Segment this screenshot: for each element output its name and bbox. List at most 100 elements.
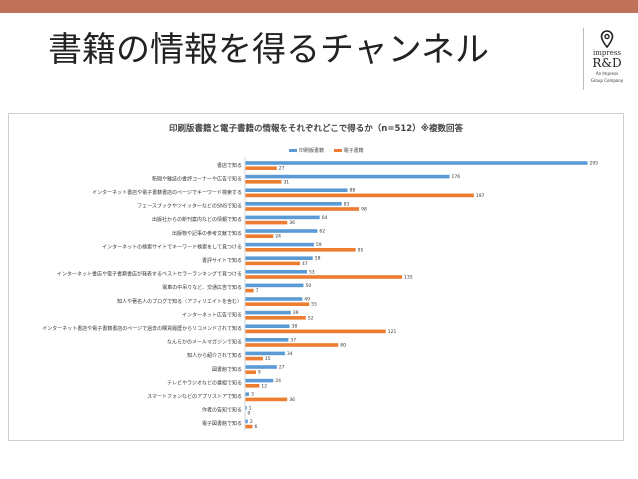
category-label: 書評サイトで知る <box>202 257 242 264</box>
data-label-ebook: 98 <box>361 207 367 213</box>
category-label: インターネット書店や電子書籍書店のページでキーワード検索する <box>92 189 242 196</box>
bar-ebook <box>245 220 288 225</box>
bar-ebook <box>245 384 260 388</box>
data-label-ebook: 31 <box>283 179 289 185</box>
bar-ebook <box>245 261 300 266</box>
bar-print <box>245 188 348 192</box>
data-label-print: 39 <box>293 310 299 316</box>
data-label-ebook: 95 <box>358 247 364 253</box>
top-accent-bar <box>0 0 638 13</box>
bar-ebook <box>245 207 360 211</box>
data-label-print: 53 <box>309 269 315 275</box>
bar-ebook <box>245 424 253 429</box>
bar-print <box>245 365 277 369</box>
data-label-print: 176 <box>452 174 461 180</box>
category-label: 作者の告知で知る <box>202 407 242 414</box>
data-label-print: 50 <box>305 283 311 289</box>
data-label-print: 295 <box>590 161 599 167</box>
data-label-ebook: 0 <box>248 411 251 417</box>
bar-print <box>245 297 303 301</box>
data-label-ebook: 27 <box>279 166 285 172</box>
data-label-print: 2 <box>250 419 253 425</box>
chart-frame: 印刷版書籍と電子書籍の情報をそれぞれどこで得るか（n=512）※複数回答 印刷版… <box>8 113 624 441</box>
category-label: 図書館で知る <box>212 366 242 373</box>
category-label: フェースブックやツイッターなどのSNSで知る <box>137 203 242 210</box>
category-label: 知人から紹介されて知る <box>187 352 242 359</box>
bar-print <box>245 270 307 274</box>
bar-ebook <box>245 193 474 198</box>
data-label-ebook: 197 <box>476 193 485 199</box>
bar-ebook <box>245 234 274 238</box>
legend-label-ebook: 電子書籍 <box>343 148 364 154</box>
data-label-print: 58 <box>315 256 321 262</box>
data-label-print: 24 <box>275 378 281 384</box>
bar-print <box>245 419 248 424</box>
bar-print <box>245 378 274 383</box>
data-label-print: 88 <box>350 188 356 194</box>
data-label-ebook: 6 <box>254 424 257 430</box>
bar-ebook <box>245 343 339 347</box>
data-label-ebook: 36 <box>289 220 295 226</box>
data-label-ebook: 9 <box>258 370 261 376</box>
company-logo: impress R&D An Impress Group Company <box>587 30 627 92</box>
category-label: 知人や著名人のブログで知る（アフィリエイトを含む） <box>117 298 242 305</box>
category-label: スマートフォンなどのアプリストアで知る <box>147 393 242 400</box>
bar-ebook <box>245 166 277 170</box>
category-label: 書店で知る <box>217 162 242 169</box>
data-label-ebook: 47 <box>302 261 308 267</box>
legend-item-print: 印刷版書籍 <box>289 148 326 154</box>
data-label-ebook: 15 <box>265 356 271 362</box>
data-label-print: 3 <box>251 392 254 398</box>
bar-ebook <box>245 356 263 361</box>
category-label: インターネット書店や電子書籍書店のページで過去の購買履歴からリコメンドされて知る <box>42 325 242 332</box>
data-label-ebook: 80 <box>340 343 346 349</box>
bar-print <box>245 229 318 233</box>
bar-print <box>245 406 247 410</box>
bar-ebook <box>245 316 306 320</box>
data-label-print: 37 <box>290 337 296 343</box>
bar-print <box>245 338 289 342</box>
bar-print <box>245 202 342 206</box>
bar-print <box>245 161 588 165</box>
legend-item-ebook: 電子書籍 <box>333 148 364 154</box>
data-label-print: 34 <box>287 351 293 357</box>
bar-ebook <box>245 288 254 293</box>
bar-print <box>245 392 249 396</box>
data-label-print: 27 <box>279 365 285 371</box>
category-label: テレビやラジオなどの番組で知る <box>167 379 242 386</box>
bar-print <box>245 351 285 356</box>
legend-swatch-print <box>289 149 297 152</box>
category-label: 新聞や雑誌の書評コーナーや広告で知る <box>152 175 242 182</box>
category-label: 電車の中吊りなど、交通広告で知る <box>162 284 242 291</box>
location-pin-icon <box>600 30 614 48</box>
data-label-print: 49 <box>304 297 310 303</box>
chart-legend: 印刷版書籍 電子書籍 <box>289 147 372 154</box>
chart-title: 印刷版書籍と電子書籍の情報をそれぞれどこで得るか（n=512）※複数回答 <box>169 124 463 134</box>
category-label: 電子図書館で知る <box>202 420 242 427</box>
data-label-ebook: 52 <box>308 315 314 321</box>
bar-ebook <box>245 248 356 252</box>
legend-swatch-ebook <box>333 149 342 152</box>
bar-ebook <box>245 397 288 402</box>
data-label-ebook: 135 <box>404 275 413 281</box>
logo-text-group-1: An Impress <box>595 71 619 76</box>
data-label-ebook: 121 <box>388 329 397 335</box>
data-label-print: 59 <box>316 242 322 248</box>
category-label: なんらかのメールマガジンで知る <box>167 339 242 346</box>
bar-ebook <box>245 370 256 374</box>
data-label-ebook: 7 <box>256 288 259 294</box>
legend-label-print: 印刷版書籍 <box>299 148 325 154</box>
category-label: インターネット広告で知る <box>182 311 242 318</box>
bar-ebook <box>245 275 403 279</box>
bar-print <box>245 174 450 179</box>
bar-print <box>245 215 320 220</box>
data-label-ebook: 55 <box>311 302 317 308</box>
slide-title: 書籍の情報を得るチャンネル <box>48 30 489 70</box>
bar-ebook <box>245 329 386 334</box>
category-label: インターネット書店や電子書籍書店が発表するベストセラーランキングで見つける <box>57 271 242 278</box>
category-label: 出版社からの新刊案内などの情報で知る <box>152 216 242 223</box>
bar-print <box>245 283 304 288</box>
data-label-ebook: 36 <box>289 397 295 403</box>
logo-text-rd: R&D <box>592 56 622 70</box>
data-label-print: 38 <box>292 324 298 330</box>
